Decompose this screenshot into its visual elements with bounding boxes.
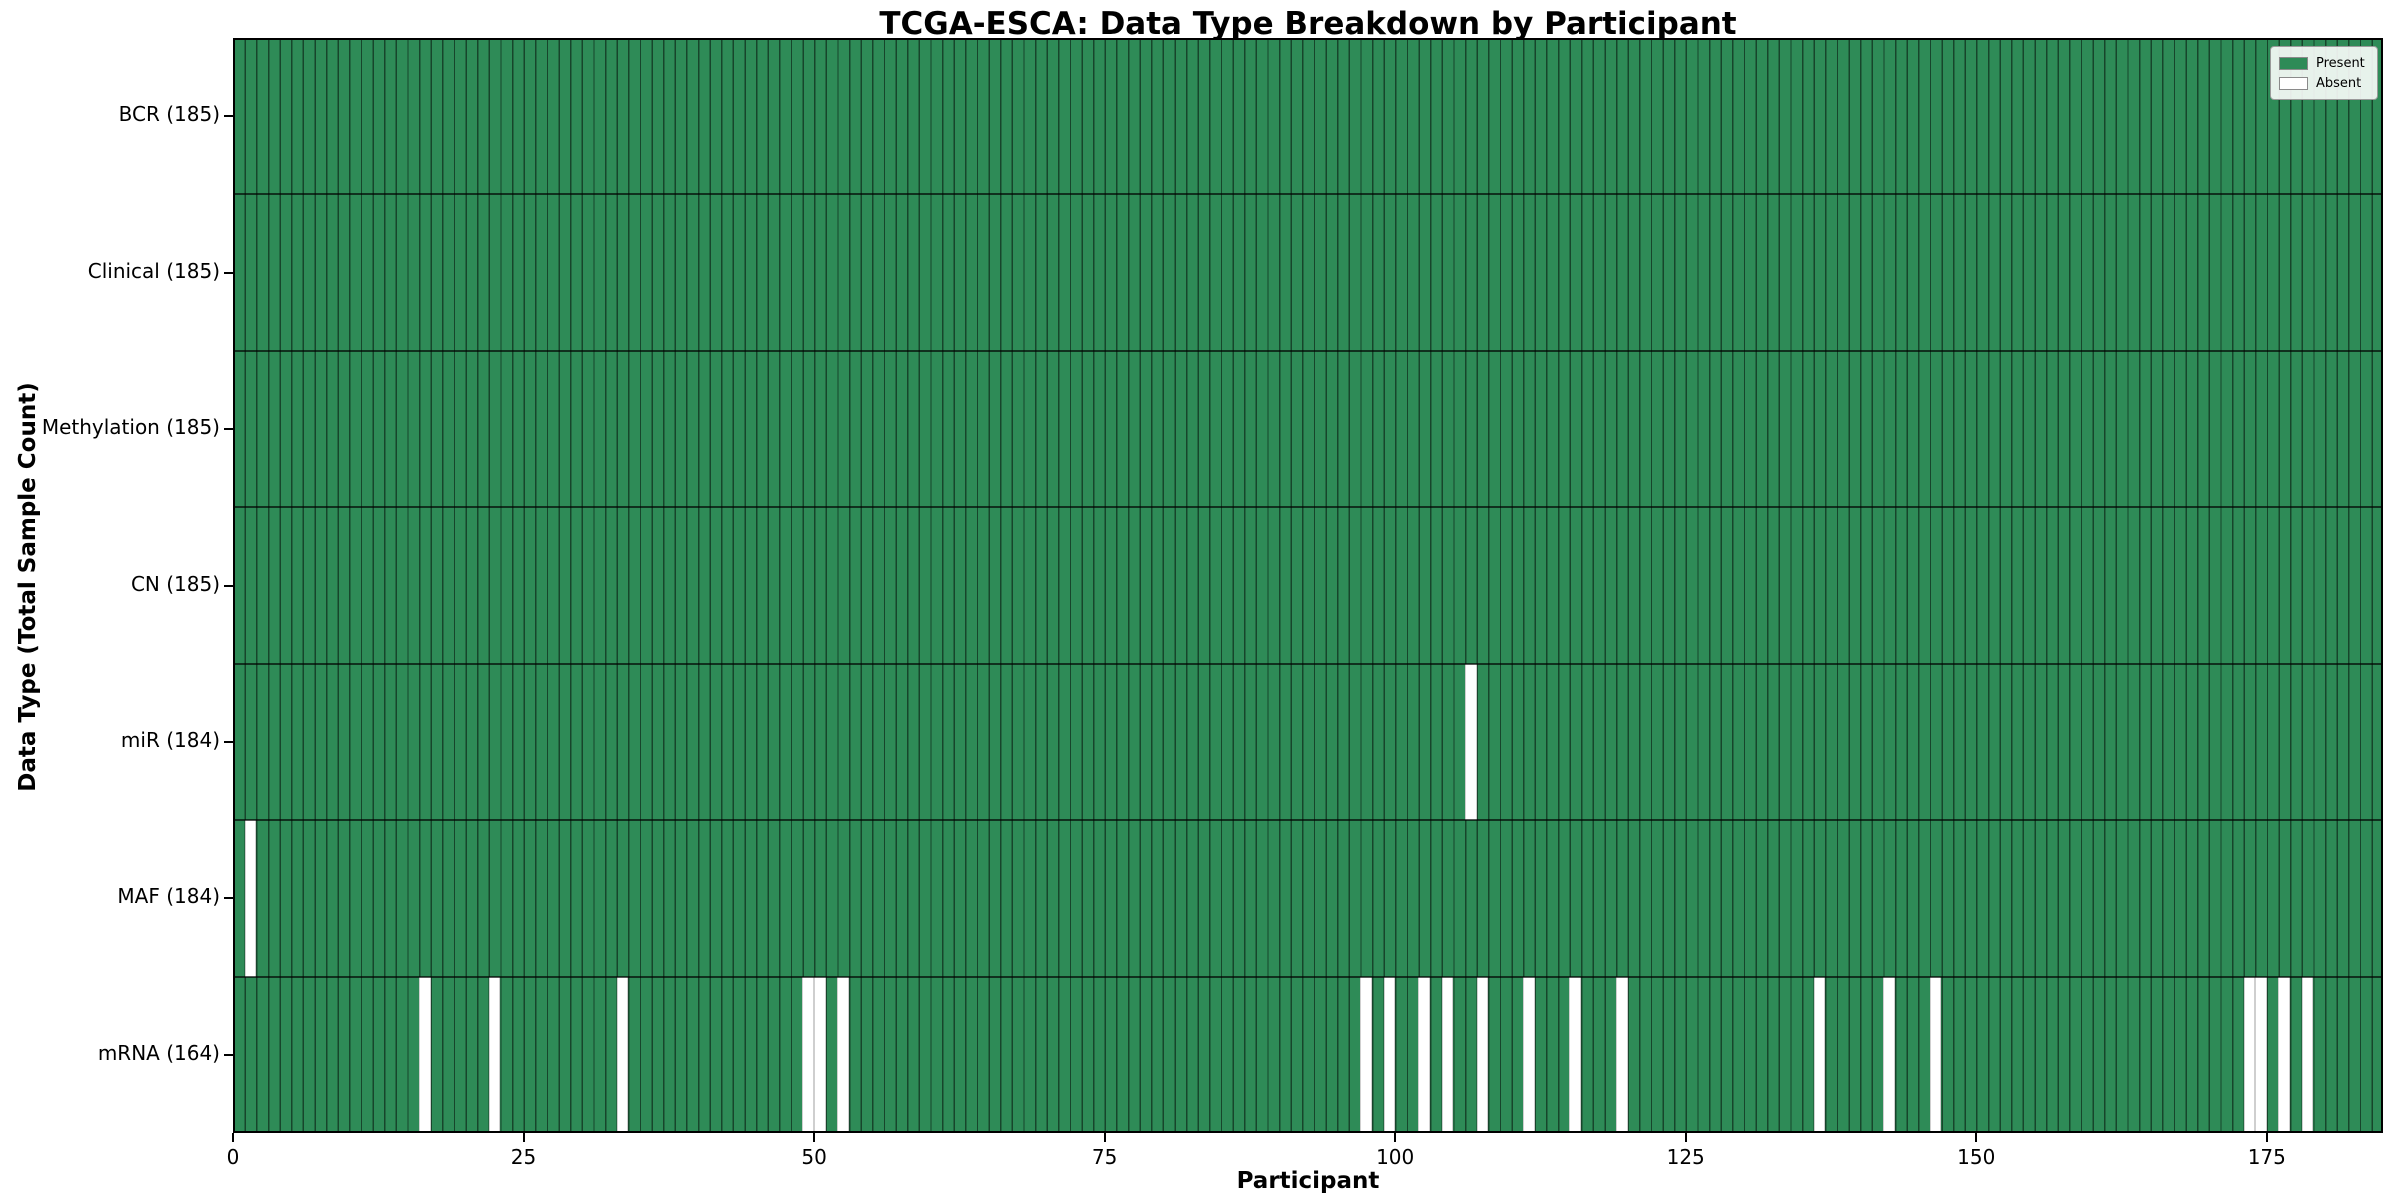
absent-cell — [814, 976, 826, 1133]
y-tick-mark — [224, 1053, 233, 1056]
absent-cell — [2278, 976, 2290, 1133]
absent-cell — [1569, 976, 1582, 1133]
y-tick-label: miR (184) — [120, 727, 220, 752]
y-tick-label: BCR (185) — [118, 102, 220, 127]
x-tick-label: 0 — [226, 1145, 240, 1169]
absent-cell — [1476, 976, 1489, 1133]
absent-cell — [802, 976, 815, 1133]
heatmap-row-methylation — [233, 350, 2383, 508]
row-divider — [233, 975, 2383, 978]
x-tick-label: 50 — [801, 1145, 827, 1169]
y-tick-label: Clinical (185) — [87, 258, 220, 283]
x-tick-label: 125 — [1666, 1145, 1705, 1169]
y-tick-mark — [224, 740, 233, 743]
chart-title: TCGA-ESCA: Data Type Breakdown by Partic… — [879, 6, 1737, 42]
y-tick-mark — [224, 115, 233, 118]
y-tick-label: mRNA (164) — [97, 1040, 220, 1065]
y-tick-mark — [224, 271, 233, 274]
x-tick-mark — [1103, 1133, 1106, 1142]
heatmap-row-cn — [233, 507, 2383, 664]
legend: Present Absent — [2270, 46, 2378, 100]
row-divider — [233, 662, 2383, 665]
x-tick-label: 150 — [1957, 1145, 1996, 1169]
absent-cell — [244, 820, 257, 977]
y-tick-mark — [224, 584, 233, 587]
absent-cell — [1929, 976, 1942, 1133]
absent-cell — [488, 976, 501, 1133]
absent-cell — [1418, 976, 1430, 1133]
x-tick-label: 25 — [510, 1145, 537, 1169]
legend-swatch-icon — [2279, 56, 2308, 70]
row-divider — [233, 819, 2383, 822]
x-tick-mark — [1394, 1133, 1397, 1142]
heatmap-row-bcr — [233, 38, 2383, 195]
absent-cell — [1360, 976, 1372, 1133]
row-divider — [233, 506, 2383, 509]
row-divider — [233, 349, 2383, 352]
absent-cell — [616, 976, 629, 1133]
x-tick-mark — [2265, 1133, 2268, 1142]
absent-cell — [418, 976, 431, 1133]
absent-cell — [1883, 976, 1895, 1133]
x-tick-mark — [1975, 1133, 1978, 1142]
x-tick-mark — [232, 1133, 234, 1142]
heatmap-row-maf — [233, 820, 2383, 977]
x-tick-mark — [1684, 1133, 1687, 1142]
x-tick-mark — [522, 1133, 525, 1142]
absent-cell — [1383, 976, 1396, 1133]
heatmap-row-mrna — [233, 976, 2383, 1133]
x-tick-label: 175 — [2247, 1145, 2286, 1169]
x-tick-mark — [813, 1133, 816, 1142]
x-axis-title: Participant — [1236, 1168, 1380, 1194]
x-tick-label: 75 — [1091, 1145, 1118, 1169]
y-tick-label: Methylation (185) — [41, 415, 220, 440]
legend-entry-present: Present — [2279, 53, 2369, 73]
y-tick-mark — [224, 428, 233, 431]
absent-cell — [1615, 976, 1628, 1133]
absent-cell — [2301, 976, 2314, 1133]
row-divider — [233, 193, 2383, 196]
x-tick-label: 100 — [1376, 1145, 1415, 1169]
absent-cell — [1464, 663, 1477, 821]
absent-cell — [1523, 976, 1535, 1133]
legend-label: Present — [2316, 55, 2365, 71]
legend-entry-absent: Absent — [2279, 73, 2369, 93]
plot-area — [233, 38, 2383, 1133]
legend-label: Absent — [2316, 75, 2362, 91]
heatmap-row-mir — [233, 663, 2383, 821]
absent-cell — [2243, 976, 2256, 1133]
y-tick-label: MAF (184) — [117, 884, 220, 909]
y-tick-mark — [224, 897, 233, 900]
absent-cell — [837, 976, 849, 1133]
absent-cell — [1813, 976, 1826, 1133]
heatmap-row-clinical — [233, 194, 2383, 351]
absent-cell — [1441, 976, 1454, 1133]
absent-cell — [2255, 976, 2267, 1133]
y-tick-label: CN (185) — [130, 571, 220, 596]
legend-swatch-icon — [2279, 76, 2308, 90]
